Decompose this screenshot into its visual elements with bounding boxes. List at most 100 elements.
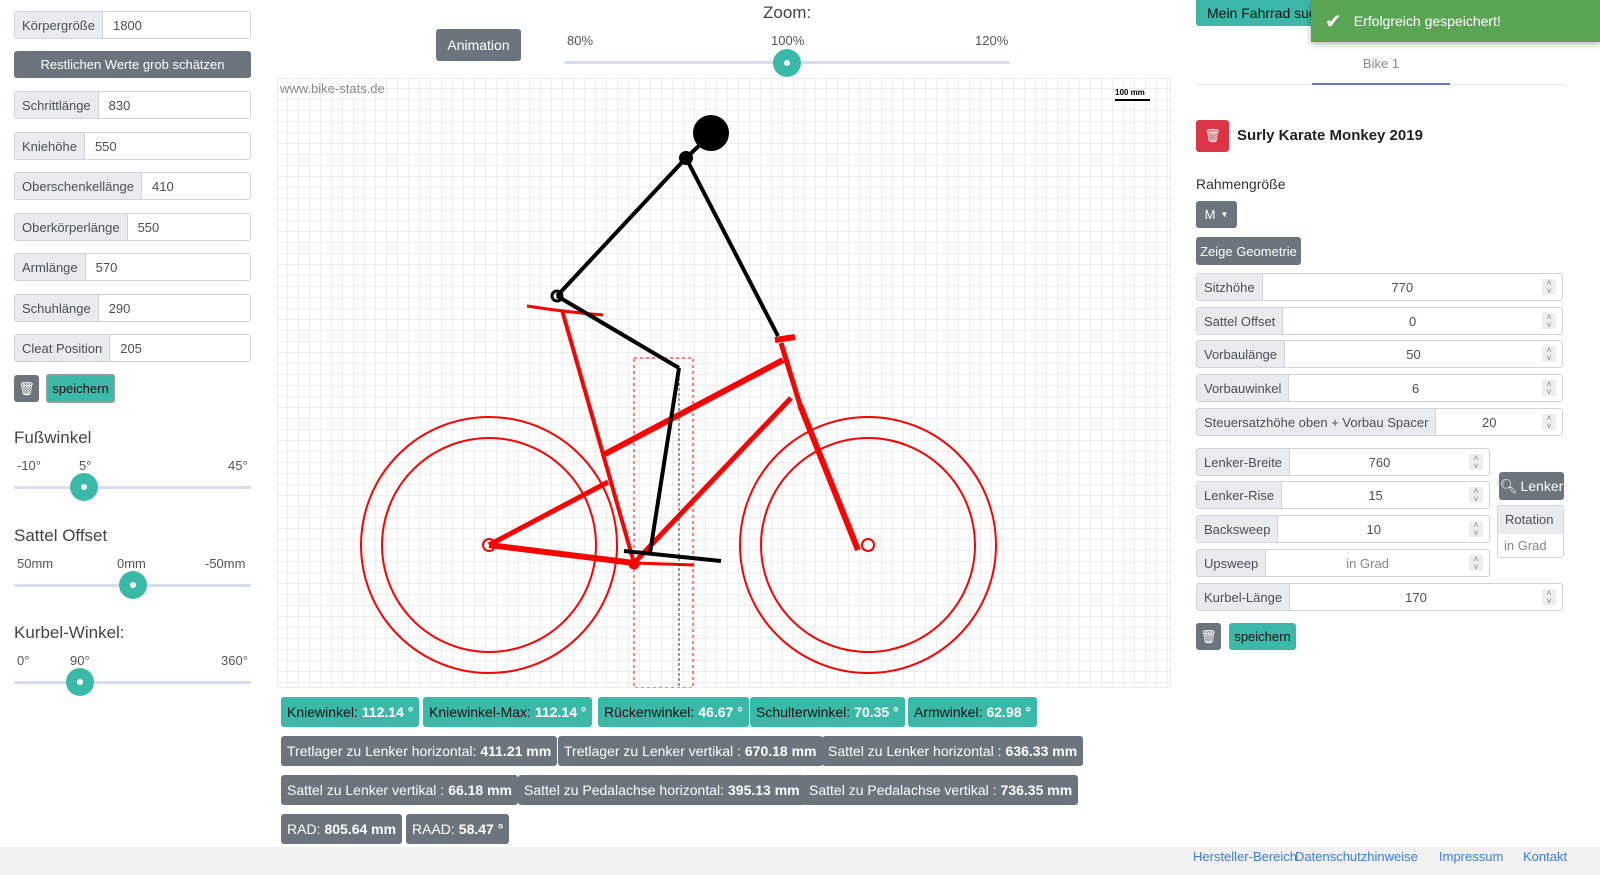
stem <box>774 334 796 343</box>
field-label: Armlänge <box>15 254 86 280</box>
field-input[interactable]: 205 <box>110 335 250 361</box>
bike-frame <box>360 304 997 688</box>
search-bike-button[interactable]: Mein Fahrrad suc <box>1196 0 1326 26</box>
slider-tick: -10° <box>17 458 41 473</box>
field-input[interactable]: 290 <box>98 295 250 321</box>
field-input[interactable]: 410 <box>142 173 250 199</box>
field-label: Oberschenkellänge <box>15 173 143 199</box>
field-5[interactable]: Armlänge 570 <box>14 253 251 281</box>
bike-field[interactable]: Upsweep in Grad ˄ ˅ <box>1196 549 1490 577</box>
spinner-icon[interactable]: ˄ ˅ <box>1542 313 1556 330</box>
animation-button[interactable]: Animation <box>436 29 521 61</box>
spinner-icon[interactable]: ˄ ˅ <box>1542 346 1556 363</box>
slider-tick: 50mm <box>17 556 54 571</box>
frame-size-dropdown[interactable]: M ▼ <box>1196 201 1237 228</box>
field-input[interactable]: 770 <box>1262 274 1542 300</box>
field-input[interactable]: 550 <box>127 214 250 240</box>
field-input[interactable]: 50 <box>1285 341 1542 367</box>
angle-badge: Schulterwinkel: 70.35 ° <box>750 697 905 727</box>
trash-icon: 🗑 <box>1204 128 1221 143</box>
slider-track[interactable] <box>14 486 251 489</box>
measure-badge: Sattel zu Lenker vertikal :66.18 mm <box>281 775 519 805</box>
scale-label: 100 mm <box>1115 88 1145 97</box>
measure-badge: Sattel zu Lenker horizontal :636.33 mm <box>822 736 1084 766</box>
zoom-slider-handle[interactable] <box>773 49 801 77</box>
estimate-button[interactable]: Restlichen Werte grob schätzen <box>14 51 251 78</box>
spinner-icon[interactable]: ˄ ˅ <box>1469 487 1483 504</box>
field-input[interactable]: 0 <box>1283 308 1542 334</box>
field-input[interactable]: 15 <box>1282 482 1469 508</box>
bike-field[interactable]: Vorbaulänge 50 ˄ ˅ <box>1196 340 1563 368</box>
field-input[interactable]: 6 <box>1289 375 1542 401</box>
save-bike-button[interactable]: speichern <box>1229 623 1296 650</box>
rotation-field[interactable]: Rotation in Grad <box>1497 505 1564 558</box>
frame-size-label: Rahmengröße <box>1196 176 1286 192</box>
slider-tick: 5° <box>79 458 92 473</box>
slider-handle[interactable] <box>119 571 147 599</box>
slider-handle[interactable] <box>66 668 94 696</box>
measure-badge: Tretlager zu Lenker horizontal: 411.21 mm <box>281 736 558 766</box>
field-input[interactable]: 570 <box>85 254 250 280</box>
field-label: Oberkörperlänge <box>15 214 128 240</box>
bike-field[interactable]: Lenker-Breite 760 ˄ ˅ <box>1196 448 1490 476</box>
delete-bike-button[interactable]: 🗑 <box>1196 120 1229 152</box>
field-input[interactable]: in Grad <box>1266 550 1469 576</box>
search-icon: 🔍︎ <box>1499 477 1518 494</box>
show-geometry-button[interactable]: Zeige Geometrie <box>1196 237 1301 265</box>
seat-tube <box>560 309 636 564</box>
field-input[interactable]: 170 <box>1290 584 1542 610</box>
slider-handle[interactable] <box>70 473 98 501</box>
field-7[interactable]: Cleat Position 205 <box>14 334 251 362</box>
rider-head <box>693 115 729 151</box>
footer-link-datenschutz[interactable]: Datenschutzhinweise <box>1295 849 1418 864</box>
spinner-icon[interactable]: ˄ ˅ <box>1542 414 1556 431</box>
bike-name: Surly Karate Monkey 2019 <box>1237 127 1423 144</box>
delete-button[interactable]: 🗑 <box>14 375 39 402</box>
bike-field[interactable]: Backsweep 10 ˄ ˅ <box>1196 515 1490 543</box>
angle-badge: Kniewinkel: 112.14 ° <box>281 697 420 727</box>
spinner-icon[interactable]: ˄ ˅ <box>1469 521 1483 538</box>
field-4[interactable]: Oberkörperlänge 550 <box>14 213 251 241</box>
field-input[interactable]: 20 <box>1436 409 1542 435</box>
save-button[interactable]: speichern <box>46 374 115 403</box>
slider-tick: 0° <box>17 653 30 668</box>
footer-link-kontakt[interactable]: Kontakt <box>1523 849 1568 864</box>
zoom-tick: 80% <box>567 33 594 48</box>
footer-link-impressum[interactable]: Impressum <box>1439 849 1504 864</box>
bike-field[interactable]: Vorbauwinkel 6 ˄ ˅ <box>1196 374 1563 402</box>
delete-bike-settings-button[interactable]: 🗑 <box>1196 623 1221 650</box>
saddle <box>526 304 604 317</box>
field-input[interactable]: 760 <box>1290 449 1469 475</box>
spinner-icon[interactable]: ˄ ˅ <box>1542 279 1556 296</box>
lenker-search-button[interactable]: 🔍︎ Lenker <box>1499 472 1564 500</box>
field-input[interactable]: 830 <box>98 92 250 118</box>
spinner-icon[interactable]: ˄ ˅ <box>1469 555 1483 572</box>
spinner-icon[interactable]: ˄ ˅ <box>1542 589 1556 606</box>
watermark: www.bike-stats.de <box>279 81 385 96</box>
spinner-icon[interactable]: ˄ ˅ <box>1542 380 1556 397</box>
tab-bike-1[interactable]: Bike 1 <box>1312 56 1450 85</box>
bike-field[interactable]: Steuersatzhöhe oben + Vorbau Spacer 20 ˄ ˅ <box>1196 408 1563 436</box>
bike-field[interactable]: Kurbel-Länge 170 ˄ ˅ <box>1196 583 1563 611</box>
field-input[interactable]: 550 <box>84 133 250 159</box>
field-3[interactable]: Oberschenkellänge 410 <box>14 172 251 200</box>
field-input[interactable]: 1800 <box>102 12 250 38</box>
bike-field[interactable]: Sattel Offset 0 ˄ ˅ <box>1196 307 1563 335</box>
footer-link-hersteller[interactable]: Hersteller-Bereich <box>1193 849 1298 864</box>
bike-field[interactable]: Lenker-Rise 15 ˄ ˅ <box>1196 481 1490 509</box>
field-6[interactable]: Schuhlänge 290 <box>14 294 251 322</box>
field-label: Vorbauwinkel <box>1197 375 1290 401</box>
rotation-input[interactable]: in Grad <box>1504 538 1547 553</box>
slider-track[interactable] <box>14 681 251 684</box>
angle-badge: Rückenwinkel: 46.67 ° <box>598 697 749 727</box>
field-1[interactable]: Schrittlänge 830 <box>14 91 251 119</box>
bike-field[interactable]: Sitzhöhe 770 ˄ ˅ <box>1196 273 1563 301</box>
field-label: Lenker-Rise <box>1197 482 1283 508</box>
zoom-title: Zoom: <box>763 3 812 22</box>
field-label: Steuersatzhöhe oben + Vorbau Spacer <box>1197 409 1437 435</box>
field-2[interactable]: Kniehöhe 550 <box>14 132 251 160</box>
field-0[interactable]: Körpergröße 1800 <box>14 11 251 39</box>
front-wheel-inner <box>760 437 976 653</box>
field-input[interactable]: 10 <box>1278 516 1469 542</box>
spinner-icon[interactable]: ˄ ˅ <box>1469 454 1483 471</box>
